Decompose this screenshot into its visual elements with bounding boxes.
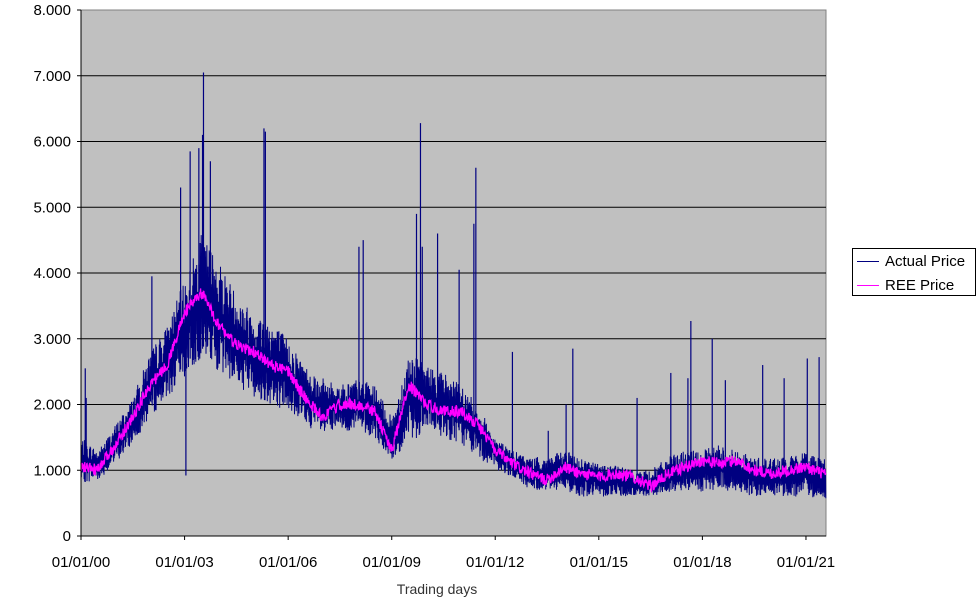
x-tick-label: 01/01/18	[673, 554, 731, 571]
x-axis-label: Trading days	[397, 581, 477, 597]
y-tick-label: 3.000	[33, 331, 71, 348]
y-tick-label: 5.000	[33, 199, 71, 216]
y-tick-label: 8.000	[33, 2, 71, 19]
legend-label-ree-price: REE Price	[885, 276, 955, 294]
legend-swatch-ree-price	[857, 284, 879, 286]
x-tick-label: 01/01/06	[259, 554, 317, 571]
actual-price-band	[80, 235, 827, 499]
legend-item-ree-price: REE Price	[857, 276, 954, 294]
y-tick-label: 4.000	[33, 265, 71, 282]
legend: Actual Price REE Price	[852, 248, 976, 296]
legend-item-actual-price: Actual Price	[857, 252, 965, 270]
x-tick-label: 01/01/03	[155, 554, 213, 571]
axes: 0 1.000 2.000 3.000 4.000 5.000 6.000 7.000 8.00…	[33, 2, 835, 571]
legend-label-actual-price: Actual Price	[885, 252, 966, 270]
y-tick-label: 7.000	[33, 68, 71, 85]
ree-price-polyline	[80, 288, 827, 494]
y-tick-label: 0	[63, 528, 71, 545]
x-tick-label: 01/01/09	[363, 554, 421, 571]
x-tick-label: 01/01/00	[52, 554, 110, 571]
y-tick-label: 6.000	[33, 134, 71, 151]
x-tick-label: 01/01/21	[777, 554, 835, 571]
x-tick-label: 01/01/12	[466, 554, 524, 571]
actual-price-line	[80, 235, 827, 499]
x-tick-label: 01/01/15	[570, 554, 628, 571]
legend-swatch-actual-price	[857, 260, 879, 262]
y-tick-label: 2.000	[33, 397, 71, 414]
ree-price-line	[80, 288, 827, 494]
actual-price-spikes	[84, 72, 820, 486]
y-tick-label: 1.000	[33, 462, 71, 479]
